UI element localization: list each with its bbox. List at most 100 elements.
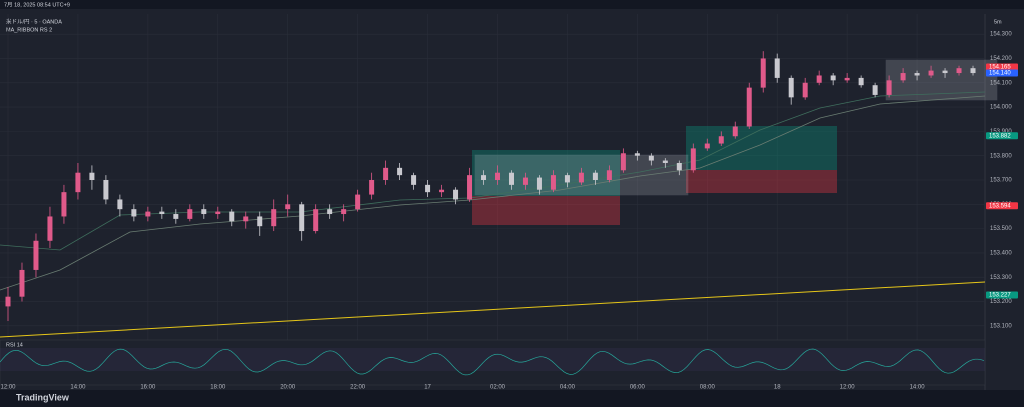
y-tick-label: 154.200 (990, 56, 1012, 62)
candle-body (103, 180, 109, 200)
candles (5, 51, 976, 321)
candle-body (243, 216, 249, 222)
candle-body (439, 189, 445, 193)
indicator-label: MA_RIBBON RS 2 (6, 27, 52, 33)
candle-body (592, 172, 598, 180)
candle-body (481, 175, 487, 180)
y-tick-label: 153.700 (990, 178, 1012, 184)
x-tick-label: 06:00 (630, 385, 646, 391)
candle-body (89, 172, 95, 180)
candle-body (411, 175, 417, 185)
candle-body (564, 175, 570, 183)
candle-body (536, 177, 542, 190)
y-tick-label: 153.900 (990, 129, 1012, 135)
oscillator-band (0, 348, 985, 371)
candle-body (75, 172, 81, 193)
x-tick-label: 14:00 (910, 385, 926, 391)
candle-body (900, 73, 906, 81)
top-bar (0, 0, 1024, 9)
candle-body (704, 143, 710, 149)
y-tick-label: 153.100 (990, 323, 1012, 329)
candle-body (187, 209, 193, 219)
candle-body (257, 216, 263, 227)
price-tag (986, 63, 1018, 71)
candle-body (676, 162, 682, 171)
y-tick-label: 153.800 (990, 153, 1012, 159)
candle-body (970, 68, 976, 74)
price-tag-label: 154.140 (989, 71, 1011, 77)
candle-body (33, 240, 39, 270)
x-tick-label: 16:00 (140, 385, 156, 391)
candle-body (369, 180, 375, 195)
long-target[interactable] (686, 126, 837, 170)
candle-body (690, 148, 696, 171)
x-tick-label: 04:00 (560, 385, 576, 391)
candle-body (578, 172, 584, 183)
brand[interactable]: TradingView (16, 392, 70, 402)
grid (0, 14, 985, 385)
price-tag-label: 153.594 (989, 203, 1011, 209)
long-stop[interactable] (472, 196, 620, 225)
candle-body (844, 77, 850, 81)
x-tick-label: 22:00 (350, 385, 366, 391)
candle-body (956, 68, 962, 74)
price-tag-label: 154.165 (989, 65, 1011, 71)
interval[interactable]: 5m (994, 19, 1002, 25)
candle-body (327, 209, 333, 215)
candle-body (313, 209, 319, 232)
candle-body (229, 211, 235, 222)
price-tag (986, 132, 1018, 140)
candle-body (634, 153, 640, 156)
x-tick-label: 12:00 (0, 385, 16, 391)
candle-body (886, 80, 892, 95)
candle-body (872, 85, 878, 95)
candle-body (299, 204, 305, 232)
candle-body (620, 153, 626, 171)
candle-body (508, 172, 514, 185)
y-tick-label: 153.500 (990, 226, 1012, 232)
oscillator-line (0, 348, 985, 376)
x-tick-label: 18:00 (210, 385, 226, 391)
candle-body (830, 75, 836, 81)
candle-body (131, 209, 137, 217)
x-tick-label: 12:00 (840, 385, 856, 391)
y-tick-label: 153.300 (990, 275, 1012, 281)
candle-body (662, 160, 668, 163)
trend-line[interactable] (0, 281, 986, 338)
timestamp: 7月 18, 2025 08:54 UTC+9 (4, 1, 70, 8)
candle-body (550, 175, 556, 190)
candle-body (760, 58, 766, 88)
candle-body (467, 175, 473, 200)
candle-body (858, 77, 864, 86)
candle-body (215, 211, 221, 215)
candle-body (522, 177, 528, 185)
candle-body (383, 167, 389, 180)
y-tick-label: 154.100 (990, 80, 1012, 86)
y-tick-label: 154.000 (990, 105, 1012, 111)
candle-body (145, 211, 151, 217)
candle-body (648, 155, 654, 161)
candle-body (453, 189, 459, 200)
x-tick-label: 08:00 (700, 385, 716, 391)
y-tick-label: 153.200 (990, 299, 1012, 305)
candle-body (802, 82, 808, 98)
price-tag (986, 202, 1018, 210)
ma-line (0, 95, 986, 291)
candle-body (942, 70, 948, 74)
x-tick-label: 14:00 (70, 385, 86, 391)
candle-body (746, 87, 752, 127)
candle-body (5, 296, 11, 307)
candle-body (397, 167, 403, 176)
candle-body (718, 136, 724, 144)
y-tick-label: 153.400 (990, 251, 1012, 257)
candle-body (285, 204, 291, 210)
long-stop[interactable] (686, 170, 837, 193)
candle-body (47, 216, 53, 241)
price-tag (986, 69, 1018, 77)
candle-body (19, 269, 25, 297)
candle-body (173, 214, 179, 219)
candle-body (117, 199, 123, 210)
candle-body (159, 211, 165, 215)
